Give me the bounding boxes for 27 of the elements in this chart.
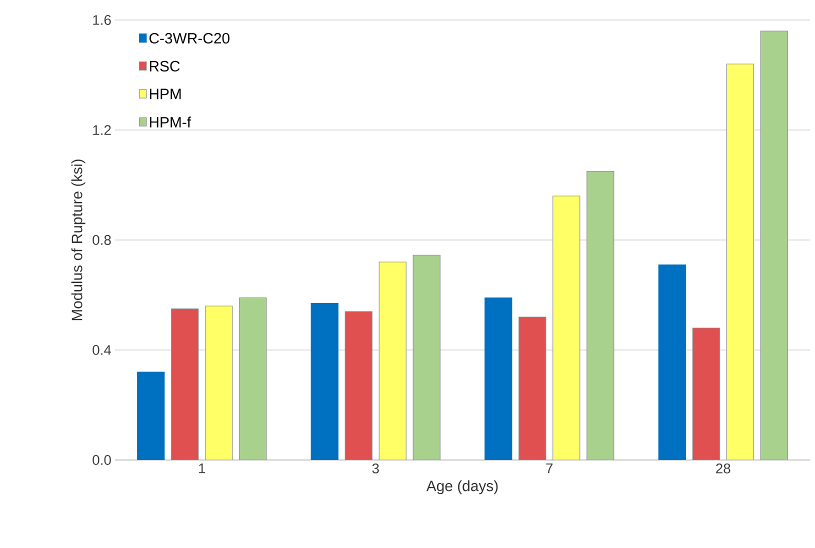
bar (239, 297, 267, 460)
x-tick-label: 1 (199, 464, 206, 474)
bar (412, 254, 440, 460)
y-tick-label: 0.0 (92, 455, 111, 465)
y-axis-title: Modulus of Rupture (ksi) (71, 160, 86, 320)
bar (726, 64, 754, 460)
y-tick-label: 1.2 (93, 125, 111, 135)
legend-label: HPM-f (150, 116, 192, 128)
x-tick-label: 7 (546, 464, 553, 474)
legend-label: C-3WR-C20 (149, 32, 230, 44)
bar (344, 311, 372, 460)
bar (760, 30, 788, 460)
y-tick-label: 1.6 (93, 15, 111, 25)
bar (518, 316, 546, 460)
bar (205, 306, 233, 460)
bar (171, 308, 199, 460)
bar (378, 262, 406, 460)
x-axis-title: Age (days) (426, 480, 498, 494)
bar (552, 196, 580, 460)
legend-label: HPM (150, 88, 181, 100)
bar (692, 328, 720, 460)
legend-label: RSC (150, 60, 180, 72)
y-tick-label: 0.4 (92, 345, 112, 355)
x-tick-label: 3 (372, 464, 379, 474)
bar (586, 170, 614, 460)
y-tick-label: 0.8 (92, 235, 111, 245)
x-tick-label: 28 (716, 464, 730, 474)
